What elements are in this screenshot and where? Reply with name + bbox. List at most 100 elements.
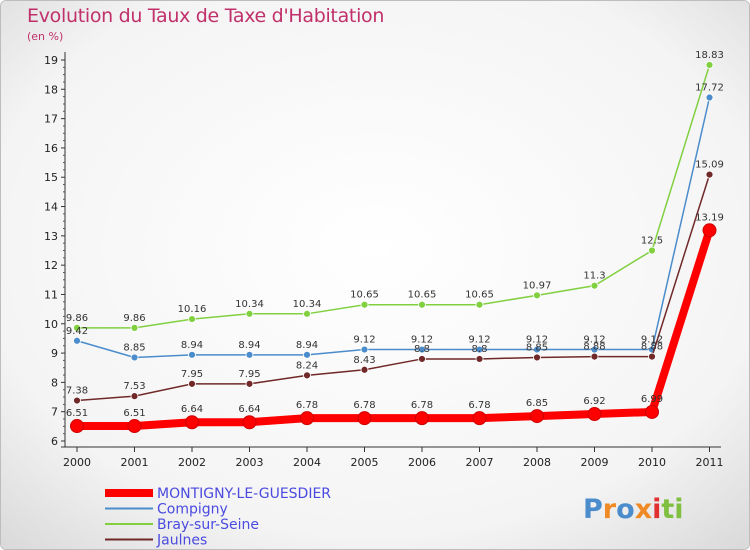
data-label: 8.85: [123, 342, 145, 353]
data-point: [590, 281, 599, 290]
data-point: [188, 350, 196, 359]
data-point: [73, 323, 81, 332]
data-point: [418, 300, 426, 309]
y-tick-label: 12: [44, 259, 58, 272]
data-label: 9.12: [641, 335, 663, 346]
x-tick-label: 2002: [178, 456, 206, 469]
data-point: [418, 345, 426, 354]
data-point: [73, 396, 81, 405]
data-label: 6.64: [181, 404, 203, 415]
data-label: 9.12: [353, 335, 375, 346]
data-label: 7.95: [238, 369, 260, 380]
data-point: [533, 353, 541, 362]
chart-subtitle: (en %): [27, 30, 64, 43]
data-label: 18.83: [695, 50, 724, 61]
data-label: 6.78: [353, 400, 375, 411]
y-tick-label: 6: [51, 435, 58, 448]
data-point: [475, 355, 484, 363]
data-point: [188, 379, 196, 388]
data-point: [185, 415, 199, 430]
y-tick-label: 9: [51, 347, 58, 360]
data-point: [648, 352, 656, 361]
data-point: [130, 323, 139, 332]
data-point: [303, 309, 311, 318]
data-label: 6.51: [123, 408, 145, 419]
data-label: 6.92: [583, 396, 605, 407]
data-label: 6.78: [296, 400, 318, 411]
y-tick-label: 7: [51, 406, 58, 419]
data-point: [188, 315, 196, 323]
data-label: 8.85: [526, 342, 548, 353]
data-label: 6.64: [238, 404, 260, 415]
x-tick-label: 2005: [351, 456, 379, 469]
data-label: 8.24: [296, 360, 318, 371]
data-label: 8.88: [641, 342, 663, 353]
y-tick-label: 8: [51, 376, 58, 389]
data-point: [300, 411, 314, 426]
series-line-compigny: [76, 97, 711, 359]
y-tick-label: 16: [44, 142, 58, 155]
data-label: 7.38: [66, 386, 88, 397]
data-point: [245, 379, 254, 388]
x-tick-label: 2000: [63, 456, 91, 469]
data-label: 8.8: [414, 344, 430, 355]
x-tick-label: 2004: [293, 456, 321, 469]
data-point: [475, 300, 484, 309]
data-label: 7.53: [123, 381, 145, 392]
series-line-montigny: [73, 226, 714, 431]
data-label: 6.99: [641, 394, 663, 405]
y-tick-label: 10: [44, 318, 58, 331]
data-label: 8.94: [181, 340, 203, 351]
data-point: [360, 300, 369, 309]
data-point: [472, 411, 487, 426]
data-point: [533, 345, 541, 354]
data-label: 10.34: [235, 299, 264, 310]
x-tick-label: 2003: [236, 456, 264, 469]
data-point: [360, 365, 369, 374]
y-tick-label: 15: [44, 171, 58, 184]
data-label: 8.8: [472, 344, 488, 355]
data-label: 12.5: [641, 236, 663, 247]
data-label: 9.12: [583, 335, 605, 346]
data-point: [648, 246, 656, 255]
data-label: 10.97: [523, 280, 552, 291]
series-line-jaulnes: [76, 174, 711, 402]
data-point: [587, 407, 602, 422]
data-label: 8.43: [353, 355, 375, 366]
data-label: 11.3: [583, 271, 605, 282]
data-point: [73, 336, 81, 345]
legend-label: Jaulnes: [156, 533, 207, 549]
data-point: [645, 404, 659, 419]
data-label: 8.94: [238, 340, 260, 351]
data-point: [127, 419, 142, 434]
y-tick-label: 17: [44, 113, 58, 126]
x-tick-label: 2011: [696, 456, 724, 469]
x-tick-label: 2006: [408, 456, 436, 469]
data-point: [360, 345, 369, 354]
data-label: 9.42: [66, 326, 88, 337]
data-label: 9.12: [411, 335, 433, 346]
data-point: [303, 350, 311, 359]
data-label: 15.09: [695, 160, 724, 171]
data-label: 10.16: [178, 304, 207, 315]
data-label: 6.78: [411, 400, 433, 411]
data-label: 6.51: [66, 408, 88, 419]
data-point: [705, 61, 714, 69]
data-point: [533, 291, 541, 300]
data-point: [705, 170, 714, 179]
x-tick-label: 2010: [638, 456, 666, 469]
y-tick-label: 18: [44, 83, 58, 96]
data-label: 10.65: [350, 290, 379, 301]
data-point: [303, 371, 311, 380]
y-tick-label: 13: [44, 230, 58, 243]
data-label: 10.65: [408, 290, 437, 301]
data-label: 8.94: [296, 340, 318, 351]
data-label: 9.12: [468, 335, 490, 346]
data-point: [242, 415, 257, 430]
y-tick-label: 14: [44, 201, 58, 214]
data-point: [702, 223, 717, 238]
data-point: [475, 345, 484, 354]
data-label: 9.12: [526, 335, 548, 346]
